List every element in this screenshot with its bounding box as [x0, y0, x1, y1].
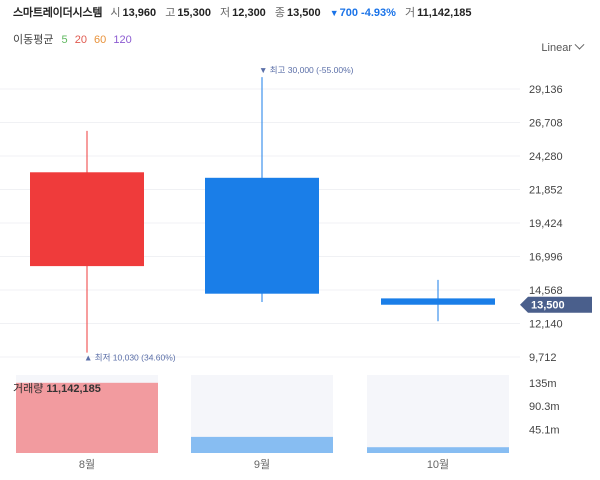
- down-arrow-icon: ▼: [329, 8, 339, 18]
- close-value: 13,500: [287, 7, 321, 19]
- low-value: 12,300: [232, 7, 266, 19]
- moving-average-label: 이동평균: [13, 34, 54, 46]
- high-value: 15,300: [177, 7, 211, 19]
- ma-120[interactable]: 120: [113, 34, 132, 46]
- volume-tick-label: 135m: [529, 378, 557, 390]
- x-tick-label: 10월: [427, 458, 449, 471]
- scale-toggle-label: Linear: [541, 42, 572, 54]
- current-price-label: 13,500: [531, 300, 565, 312]
- volume-value: 11,142,185: [417, 7, 472, 19]
- volume-bar: [16, 382, 158, 453]
- x-tick-label: 9월: [254, 458, 270, 471]
- high-label: 고: [165, 7, 176, 19]
- scale-toggle-button[interactable]: Linear: [541, 39, 585, 54]
- price-tick-label: 9,712: [529, 352, 557, 364]
- candle-body: [381, 298, 495, 305]
- ma-60[interactable]: 60: [94, 34, 107, 46]
- close-label: 종: [274, 7, 285, 19]
- x-tick-label: 8월: [79, 458, 95, 471]
- candle-body: [205, 177, 319, 294]
- volume-label: 거: [404, 7, 416, 19]
- volume-title: 거래량 11,142,185: [13, 382, 101, 395]
- current-price-tag-bg: [520, 296, 592, 313]
- volume-bar: [367, 447, 509, 453]
- price-tick-label: 24,280: [529, 151, 563, 163]
- volume-title-label: 거래량: [13, 382, 46, 395]
- low-label: 저: [220, 7, 231, 19]
- candle-body: [30, 172, 144, 267]
- price-tick-label: 16,996: [529, 252, 563, 264]
- price-tick-label: 14,568: [529, 285, 563, 297]
- price-tick-label: 21,852: [529, 185, 563, 197]
- volume-tick-label: 90.3m: [529, 401, 560, 413]
- volume-title-value: 11,142,185: [46, 383, 100, 395]
- open-value: 13,960: [122, 7, 157, 19]
- max-price-annotation: ▼ 최고 30,000 (-55.00%): [259, 65, 354, 75]
- volume-bg: [367, 375, 509, 453]
- price-tick-label: 12,140: [529, 319, 563, 331]
- open-label: 시: [110, 7, 121, 19]
- current-price-tag: 13,500: [520, 296, 592, 313]
- price-tick-label: 19,424: [529, 218, 563, 230]
- volume-bar: [191, 436, 333, 453]
- price-tick-label: 26,708: [529, 118, 563, 130]
- volume-tick-label: 45.1m: [529, 425, 560, 437]
- price-tick-label: 29,136: [529, 84, 563, 96]
- stock-name: 스마트레이더시스템: [13, 7, 103, 19]
- price-change: 700 -4.93%: [339, 7, 396, 19]
- ma-5[interactable]: 5: [61, 34, 68, 46]
- stock-summary-header: 스마트레이더시스템 시 13,960 고 15,300 저 12,300 종 13,50…: [13, 6, 478, 20]
- min-price-annotation: ▲ 최저 10,030 (34.60%): [84, 353, 176, 363]
- moving-average-legend: 이동평균 5 20 60 120: [13, 31, 136, 47]
- ma-20[interactable]: 20: [74, 34, 87, 46]
